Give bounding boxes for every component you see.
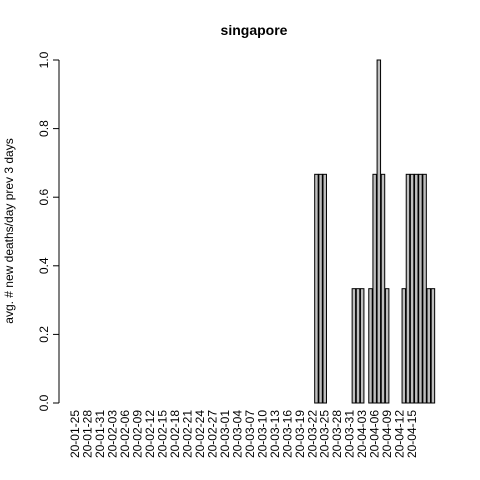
x-tick-label: 20-03-01 (218, 410, 232, 458)
bar (318, 173, 323, 404)
chart-title: singapore (221, 22, 288, 38)
x-tick-label: 20-03-25 (318, 410, 332, 458)
bar (401, 288, 407, 404)
x-tick-label: 20-02-12 (143, 410, 157, 458)
bar (372, 173, 377, 404)
bar (430, 288, 436, 404)
y-tick-label: 0.8 (37, 120, 51, 137)
x-tick-label: 20-03-31 (343, 410, 357, 458)
bar (322, 173, 327, 404)
x-axis-labels: 20-01-2520-01-2820-01-3120-02-0320-02-06… (68, 410, 419, 458)
bar (414, 173, 419, 404)
bar (351, 288, 357, 404)
bar (426, 288, 431, 404)
bar (376, 59, 382, 404)
x-tick-label: 20-02-18 (168, 410, 182, 458)
x-tick-label: 20-03-22 (305, 410, 319, 458)
x-tick-label: 20-03-19 (293, 410, 307, 458)
x-tick-label: 20-01-25 (68, 410, 82, 458)
x-tick-label: 20-02-09 (130, 410, 144, 458)
x-tick-label: 20-04-03 (355, 410, 369, 458)
x-tick-label: 20-03-16 (280, 410, 294, 458)
bar (368, 288, 373, 404)
bar (384, 288, 390, 404)
bar (380, 173, 386, 404)
x-tick-label: 20-04-06 (368, 410, 382, 458)
bar (359, 288, 365, 404)
bar (314, 173, 319, 404)
y-axis: 0.0 0.2 0.4 0.6 0.8 1.0 (37, 51, 60, 411)
x-tick-label: 20-04-15 (405, 410, 419, 458)
x-tick-label: 20-03-04 (230, 410, 244, 458)
x-tick-label: 20-03-10 (255, 410, 269, 458)
bar (355, 288, 361, 404)
bar (409, 173, 415, 404)
x-tick-label: 20-02-27 (205, 410, 219, 458)
y-tick-label: 0.6 (37, 189, 51, 206)
x-tick-label: 20-03-07 (243, 410, 257, 458)
y-axis-label: avg. # new deaths/day prev 3 days (2, 138, 16, 323)
bar (422, 173, 427, 404)
x-tick-label: 20-04-12 (393, 410, 407, 458)
bars (314, 59, 436, 404)
x-tick-label: 20-04-09 (380, 410, 394, 458)
y-tick-label: 1.0 (37, 51, 51, 68)
y-tick-label: 0.2 (37, 326, 51, 343)
y-tick-label: 0.0 (37, 394, 51, 411)
x-tick-label: 20-02-21 (180, 410, 194, 458)
x-tick-label: 20-02-15 (155, 410, 169, 458)
x-tick-label: 20-03-28 (330, 410, 344, 458)
x-tick-label: 20-01-31 (93, 410, 107, 458)
bar (418, 173, 423, 404)
x-tick-label: 20-02-24 (193, 410, 207, 458)
x-tick-label: 20-01-28 (81, 410, 95, 458)
bar (405, 173, 411, 404)
x-tick-label: 20-02-03 (106, 410, 120, 458)
y-tick-label: 0.4 (37, 257, 51, 274)
x-tick-label: 20-03-13 (268, 410, 282, 458)
x-tick-label: 20-02-06 (118, 410, 132, 458)
